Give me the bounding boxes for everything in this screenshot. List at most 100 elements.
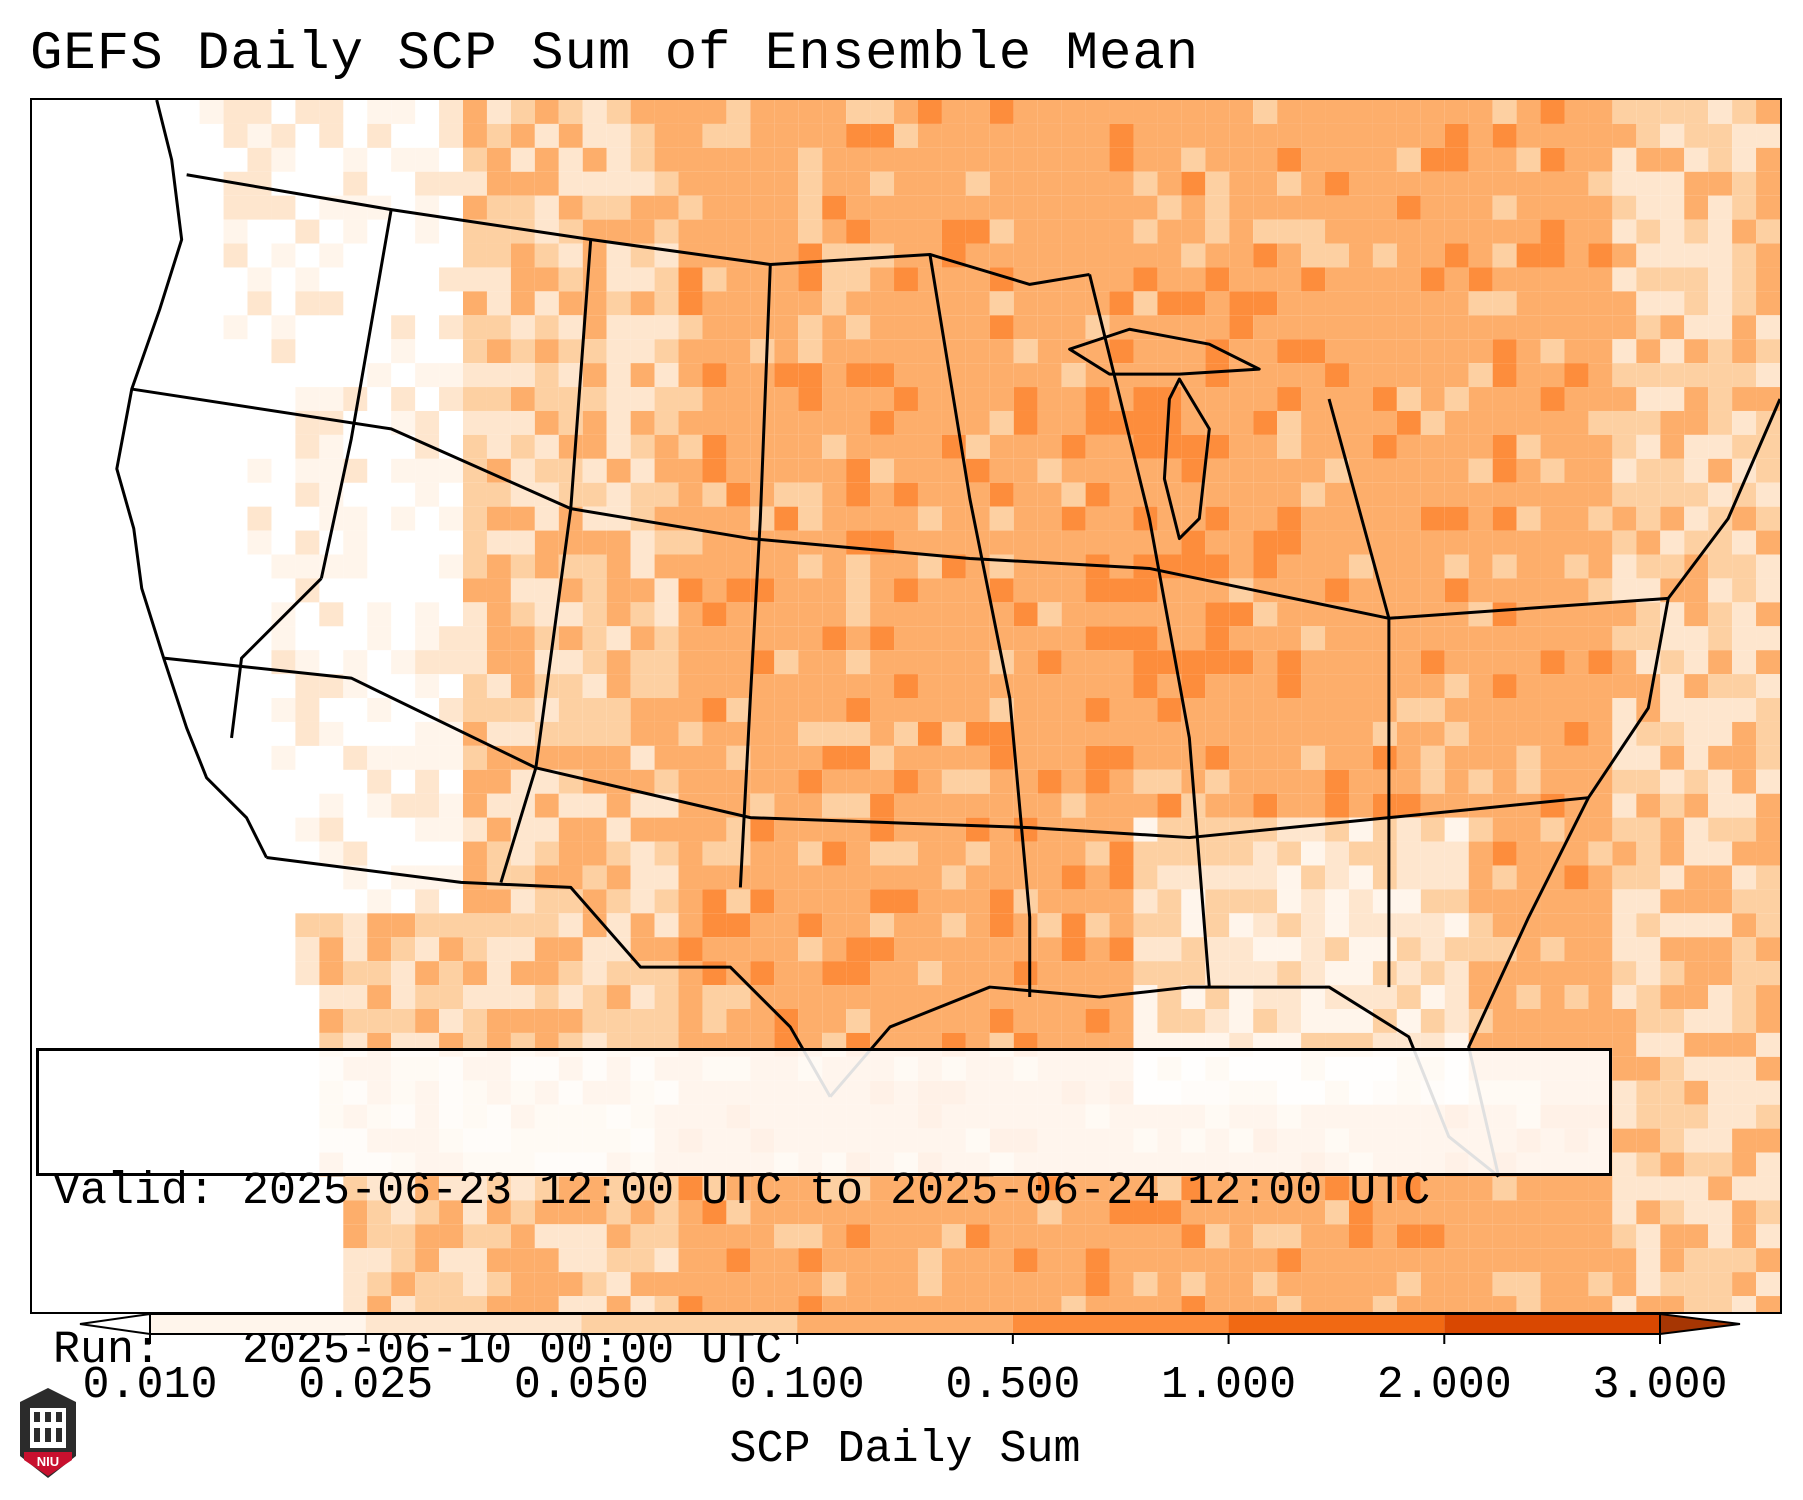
scp-cell bbox=[582, 147, 607, 172]
scp-cell bbox=[1732, 506, 1757, 531]
scp-cell bbox=[726, 100, 751, 124]
scp-cell bbox=[582, 745, 607, 770]
scp-cell bbox=[1660, 291, 1685, 316]
scp-cell bbox=[798, 1009, 823, 1033]
scp-cell bbox=[606, 841, 631, 866]
scp-cell bbox=[1181, 100, 1206, 124]
scp-cell bbox=[654, 578, 679, 603]
scp-cell bbox=[486, 1176, 511, 1201]
scp-cell bbox=[870, 387, 895, 411]
scp-cell bbox=[1325, 1176, 1349, 1201]
scp-cell bbox=[846, 387, 871, 411]
scp-cell bbox=[1732, 602, 1757, 627]
scp-cell bbox=[678, 961, 703, 986]
scp-cell bbox=[486, 100, 511, 124]
scp-cell bbox=[1468, 674, 1493, 699]
scp-cell bbox=[726, 1224, 751, 1249]
scp-cell bbox=[1516, 698, 1541, 722]
scp-cell bbox=[486, 769, 511, 794]
scp-cell bbox=[1013, 841, 1038, 866]
scp-cell bbox=[654, 267, 679, 292]
scp-cell bbox=[1660, 841, 1685, 866]
scp-cell bbox=[1061, 650, 1086, 675]
scp-cell bbox=[630, 243, 655, 268]
scp-cell bbox=[343, 961, 368, 986]
scp-cell bbox=[510, 1248, 535, 1273]
scp-cell bbox=[894, 458, 918, 483]
scp-cell bbox=[1396, 243, 1421, 268]
scp-cell bbox=[941, 602, 966, 627]
scp-cell bbox=[846, 339, 871, 364]
scp-cell bbox=[1732, 1296, 1757, 1312]
scp-cell bbox=[1708, 1128, 1733, 1153]
scp-cell bbox=[415, 817, 440, 842]
scp-cell bbox=[510, 1176, 535, 1201]
scp-cell bbox=[1037, 889, 1062, 914]
scp-cell bbox=[1492, 434, 1517, 459]
scp-cell bbox=[1660, 1200, 1685, 1225]
scp-cell bbox=[774, 1224, 799, 1249]
scp-cell bbox=[941, 793, 966, 818]
scp-cell bbox=[1037, 937, 1062, 962]
scp-cell bbox=[1301, 1248, 1326, 1273]
scp-cell bbox=[510, 267, 535, 292]
scp-cell bbox=[1037, 315, 1062, 340]
scp-cell bbox=[1420, 865, 1445, 890]
scp-cell bbox=[774, 793, 799, 818]
scp-cell bbox=[391, 985, 416, 1009]
scp-cell bbox=[1684, 1152, 1709, 1177]
scp-cell bbox=[750, 1224, 775, 1249]
scp-cell bbox=[463, 363, 487, 388]
scp-cell bbox=[439, 1248, 464, 1273]
scp-cell bbox=[1085, 626, 1110, 651]
scp-cell bbox=[1612, 1176, 1637, 1201]
scp-cell bbox=[1372, 793, 1397, 818]
scp-cell bbox=[1109, 698, 1134, 722]
scp-cell bbox=[271, 243, 296, 268]
scp-cell bbox=[582, 530, 607, 555]
scp-cell bbox=[989, 506, 1014, 531]
scp-cell bbox=[1301, 243, 1326, 268]
scp-cell bbox=[870, 961, 895, 986]
scp-cell bbox=[1540, 578, 1565, 603]
scp-cell bbox=[606, 243, 631, 268]
scp-cell bbox=[1732, 1080, 1757, 1105]
scp-cell bbox=[1372, 410, 1397, 435]
scp-cell bbox=[606, 889, 631, 914]
scp-cell bbox=[1516, 721, 1541, 746]
scp-cell bbox=[1061, 1176, 1086, 1201]
scp-cell bbox=[1133, 506, 1158, 531]
scp-cell bbox=[1253, 530, 1278, 555]
scp-cell bbox=[1133, 650, 1158, 675]
scp-cell bbox=[989, 578, 1014, 603]
scp-cell bbox=[1372, 961, 1397, 986]
scp-cell bbox=[798, 1248, 823, 1273]
scp-cell bbox=[1468, 100, 1493, 124]
scp-cell bbox=[1109, 793, 1134, 818]
scp-cell bbox=[1157, 793, 1182, 818]
scp-cell bbox=[1157, 841, 1182, 866]
scp-cell bbox=[1277, 1296, 1302, 1312]
scp-cell bbox=[678, 1296, 703, 1312]
scp-cell bbox=[678, 506, 703, 531]
scp-cell bbox=[1732, 650, 1757, 675]
scp-cell bbox=[726, 339, 751, 364]
scp-cell bbox=[1348, 147, 1373, 172]
scp-cell bbox=[1229, 243, 1254, 268]
scp-cell bbox=[1301, 817, 1326, 842]
scp-cell bbox=[965, 721, 990, 746]
scp-cell bbox=[534, 913, 559, 938]
scp-cell bbox=[1348, 123, 1373, 148]
scp-cell bbox=[1181, 315, 1206, 340]
scp-cell bbox=[1708, 482, 1733, 507]
scp-cell bbox=[1181, 674, 1206, 699]
scp-cell bbox=[917, 1272, 942, 1297]
scp-cell bbox=[702, 339, 727, 364]
scp-cell bbox=[1468, 841, 1493, 866]
scp-cell bbox=[870, 195, 895, 220]
scp-cell bbox=[726, 506, 751, 531]
scp-cell bbox=[1516, 147, 1541, 172]
scp-cell bbox=[1516, 817, 1541, 842]
scp-cell bbox=[1013, 291, 1038, 316]
scp-cell bbox=[1468, 219, 1493, 244]
